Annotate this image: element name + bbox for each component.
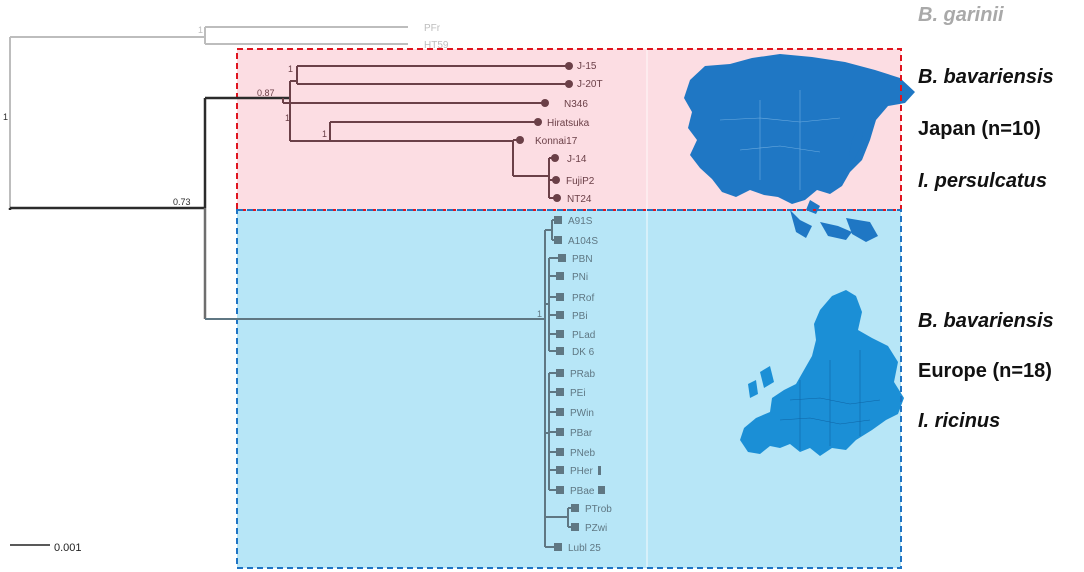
leaf-label: DK 6 [572, 347, 595, 358]
support-japan: 0.87 [257, 88, 275, 98]
support-japan-a: 1 [288, 64, 293, 74]
scale-label: 0.001 [54, 542, 82, 554]
europe-region-label: Europe (n=18) [918, 360, 1052, 382]
leaf-label: PNeb [570, 448, 595, 459]
europe-leaf-labels: A91S A104S PBN PNi PRof PBi PLad DK 6 PR… [568, 216, 612, 554]
leaf-label: PRab [570, 369, 595, 380]
japan-species-label: B. bavariensis [918, 66, 1054, 88]
leaf-label: PEi [570, 388, 586, 399]
leaf-label: PBar [570, 428, 593, 439]
support-europe: 1 [537, 309, 542, 319]
outgroup-branches [9, 26, 408, 210]
leaf-label: PBi [572, 311, 588, 322]
leaf-label: Hiratsuka [547, 118, 590, 129]
leaf-label: J-20T [577, 79, 603, 90]
europe-cluster-border [236, 209, 902, 569]
support-japan-c: 1 [322, 129, 327, 139]
outgroup-leaf-labels: PFr HT59 [424, 23, 449, 51]
leaf-label: HT59 [424, 40, 449, 51]
japan-cluster-border [236, 48, 902, 211]
support-bavariensis: 0.73 [173, 197, 191, 207]
leaf-label: NT24 [567, 194, 592, 205]
leaf-label: PBae [570, 486, 595, 497]
support-outgroup: 1 [198, 25, 203, 35]
node-support-labels: 1 1 0.73 0.87 1 1 1 1 [3, 25, 542, 319]
leaf-label: J-15 [577, 61, 597, 72]
leaf-label: A91S [568, 216, 593, 227]
leaf-label: PWin [570, 408, 594, 419]
leaf-label: Lubl 25 [568, 543, 601, 554]
leaf-label: PLad [572, 330, 595, 341]
leaf-label: PFr [424, 23, 441, 34]
japan-leaf-markers [516, 62, 573, 202]
leaf-label: A104S [568, 236, 598, 247]
trunk-branches [8, 96, 290, 210]
europe-vector-label: I. ricinus [918, 410, 1001, 432]
leaf-label: PNi [572, 272, 588, 283]
leaf-label: Konnai17 [535, 136, 578, 147]
support-japan-b: 1 [285, 113, 290, 123]
support-root: 1 [3, 112, 8, 122]
europe-leaf-markers [554, 216, 605, 551]
leaf-label: FujiP2 [566, 176, 595, 187]
leaf-label: PZwi [585, 523, 607, 534]
leaf-label: PHer [570, 466, 593, 477]
europe-map-icon [740, 290, 904, 456]
leaf-label: PBN [572, 254, 593, 265]
scale-bar: 0.001 [10, 542, 82, 554]
garinii-label: B. garinii [918, 4, 1004, 26]
japan-region-label: Japan (n=10) [918, 118, 1041, 140]
leaf-label: PTrob [585, 504, 612, 515]
japan-leaf-labels: J-15 J-20T N346 Hiratsuka Konnai17 J-14 … [535, 61, 603, 205]
europe-species-label: B. bavariensis [918, 310, 1054, 332]
japan-vector-label: I. persulcatus [918, 170, 1047, 192]
leaf-label: PRof [572, 293, 594, 304]
leaf-label: N346 [564, 99, 588, 110]
leaf-label: J-14 [567, 154, 587, 165]
